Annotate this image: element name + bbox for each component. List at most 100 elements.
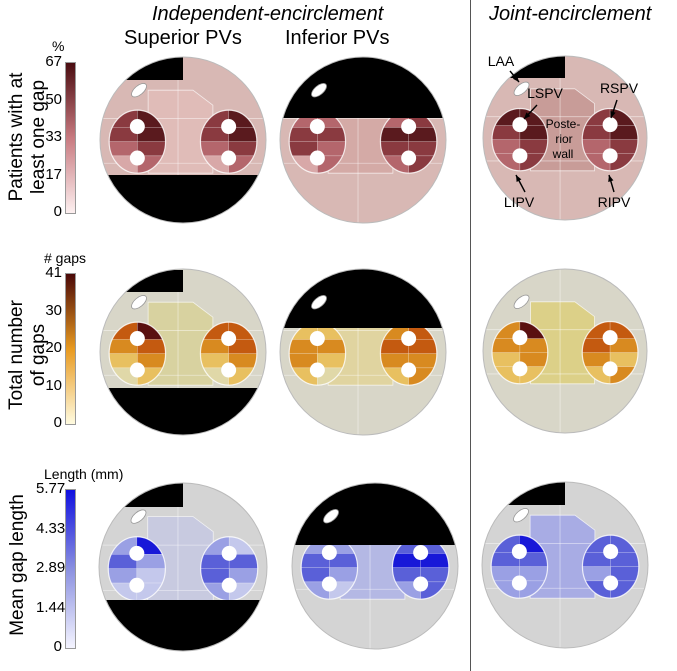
column-divider [470,0,471,671]
laa-shape [513,508,529,523]
map-6 [98,482,268,652]
lipv-hole [321,576,337,592]
colorbar-tick-label: 30 [45,301,62,319]
annotation-rspv: RSPV [600,80,639,96]
excluded-region [280,57,446,118]
rspv-hole [221,331,237,347]
excluded-region [100,57,183,80]
pv-segment [582,566,611,582]
header-superior: Superior PVs [124,27,242,49]
laa-shape [513,294,530,309]
annotation-laa: LAA [488,53,515,69]
map-outline [279,56,447,224]
laa-shape [311,83,327,98]
colorbar-tick-label: 50 [45,90,62,108]
map-0 [99,56,267,224]
colorbar-tick-label: 33 [45,128,62,145]
left-pv-region [107,536,166,602]
right-pv-region [379,109,438,174]
map-4 [279,268,447,436]
map-2 [482,55,648,221]
colorbar-title: # gaps [44,250,87,266]
colorbar-2 [65,273,76,425]
map-outline [481,481,649,649]
left-pv-region [300,535,359,600]
lipv-hole [129,150,145,166]
ripv-hole [413,576,429,592]
rspv-hole [413,545,429,561]
annotation-wall-3: wall [552,147,574,161]
laa-shape [311,295,327,310]
rspv-hole [401,119,417,135]
right-pv-region [391,535,450,600]
header-joint: Joint-encirclement [489,3,652,25]
colorbar-tick-label: 1.44 [36,598,66,616]
right-pv-region [581,107,639,172]
right-pv-region [379,321,438,386]
right-pv-region [199,321,258,386]
lspv-hole [511,544,527,560]
lipv-hole [129,577,145,593]
lipv-hole [512,148,528,164]
excluded-region [100,388,266,435]
lipv-hole [309,150,325,166]
colorbar-tick-label: 0 [53,203,62,220]
colorbar-tick-label: 17 [45,165,62,183]
map-outline [98,482,268,652]
left-pv-region [491,320,549,385]
colorbar-tick-label: 20 [45,339,62,356]
lspv-hole [309,331,325,347]
colorbar-tick-label: 4.33 [36,519,66,537]
right-pv-region [200,536,259,602]
rspv-hole [603,544,619,560]
ripv-hole [401,150,417,166]
colorbar-tick-label: 67 [45,53,62,70]
lipv-hole [512,361,528,377]
lspv-hole [512,330,528,346]
ripv-hole [221,362,237,378]
map-outline [482,268,648,434]
ripv-hole [221,577,237,593]
map-outline [291,482,459,650]
ripv-hole [221,150,237,166]
colorbar-tick-label: 41 [45,264,62,281]
ripv-hole [401,362,417,378]
annotation-wall-1: Poste- [546,117,581,131]
map-7 [291,482,459,650]
lipv-hole [309,362,325,378]
header-inferior: Inferior PVs [285,27,390,49]
annotation-wall-2: rior [555,132,572,146]
lspv-hole [309,119,325,135]
colorbar-tick-label: 2.89 [36,559,66,576]
pv-segment [519,566,548,582]
lspv-hole [321,545,337,561]
ripv-hole [602,361,618,377]
colorbar-tick-label: 10 [45,376,62,394]
colorbar-tick-label: 5.77 [36,480,66,497]
ripv-hole [602,148,618,164]
laa-shape [323,509,339,524]
map-5 [482,268,648,434]
lipv-hole [511,575,527,591]
colorbar-tick-label: 0 [53,414,62,431]
colorbar-3 [65,489,76,649]
lspv-hole [512,117,528,133]
rspv-hole [221,545,237,561]
colorbar-title: Length (mm) [44,466,124,482]
header-independent: Independent-encirclement [152,3,384,25]
lipv-hole [129,362,145,378]
map-outline [99,268,267,436]
pv-segment [329,567,358,583]
colorbar-title: % [52,38,65,54]
excluded-region [482,482,565,505]
rspv-hole [221,119,237,135]
map-outline [279,268,447,436]
annotation-lspv: LSPV [527,85,563,101]
lspv-hole [129,331,145,347]
rspv-hole [401,331,417,347]
map-outline [99,56,267,224]
lspv-hole [129,545,145,561]
map-3 [99,268,267,436]
